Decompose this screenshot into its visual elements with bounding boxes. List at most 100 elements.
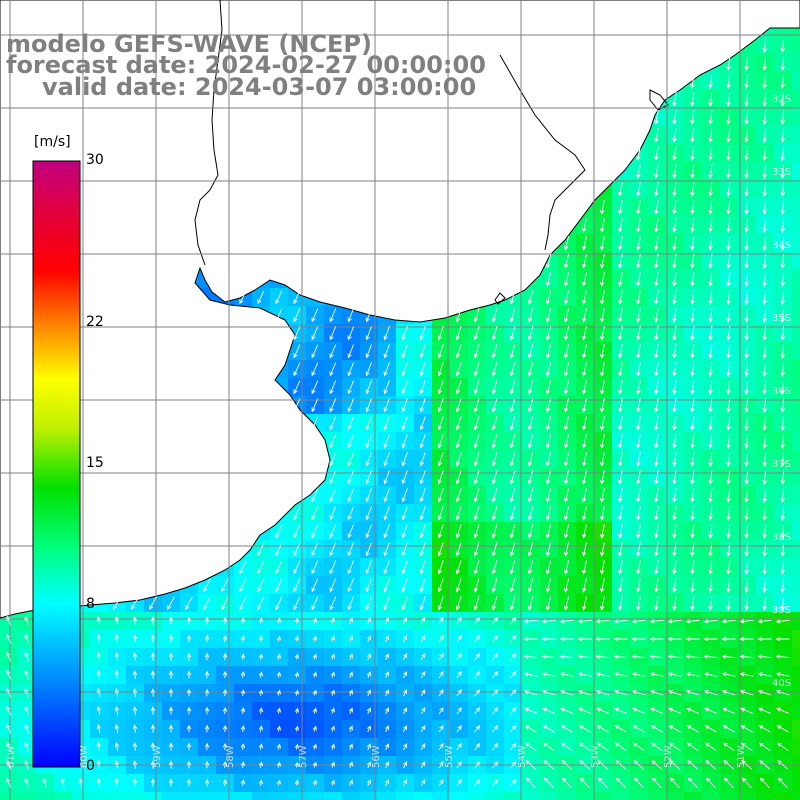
wind-arrow [563, 578, 570, 593]
wind-arrow [726, 55, 731, 72]
wind-arrow [294, 635, 299, 642]
wind-arrow [403, 689, 408, 697]
wind-arrow [780, 541, 785, 557]
wind-arrow [654, 470, 659, 485]
wind-arrow [708, 560, 713, 575]
wind-arrow [347, 362, 355, 377]
wind-arrow [221, 596, 229, 611]
wind-arrow [690, 344, 695, 359]
latitude-label: 36S [772, 386, 792, 397]
wind-arrow [420, 671, 426, 679]
wind-arrow [294, 617, 299, 624]
wind-arrow [762, 235, 767, 252]
wind-arrow [509, 578, 516, 593]
wind-arrow [403, 635, 408, 643]
wind-arrow [455, 416, 462, 431]
wind-arrow [240, 761, 246, 768]
wind-arrow [438, 653, 444, 661]
wind-arrow [527, 290, 534, 305]
wind-arrow [383, 542, 390, 557]
wind-arrow [403, 653, 408, 661]
wind-arrow [491, 362, 498, 377]
wind-arrow [762, 73, 767, 90]
wind-arrow [222, 706, 228, 715]
wind-arrow [348, 743, 353, 750]
wind-arrow [186, 688, 192, 697]
wind-arrow [600, 254, 605, 269]
wind-arrow [257, 542, 265, 557]
wind-arrow [474, 724, 480, 733]
speed-cell [702, 792, 720, 800]
wind-arrow [672, 128, 677, 143]
wind-arrow [669, 760, 681, 770]
wind-arrow [492, 761, 499, 769]
wind-arrow [690, 488, 695, 503]
wind-arrow [600, 506, 605, 521]
wind-arrow [24, 759, 30, 770]
speed-cell [540, 792, 558, 800]
wind-arrow [726, 199, 731, 216]
wind-arrow [347, 380, 355, 395]
speed-cell [630, 792, 648, 800]
speed-cell [792, 306, 800, 324]
wind-arrow [293, 362, 301, 377]
wind-arrow [618, 326, 623, 341]
wind-arrow [744, 307, 749, 324]
wind-arrow [186, 778, 192, 787]
wind-arrow [776, 707, 790, 715]
wind-arrow [667, 672, 682, 677]
speed-cell [90, 792, 108, 800]
wind-arrow [726, 343, 731, 360]
latitude-label: 34S [772, 240, 792, 251]
speed-cell [792, 486, 800, 504]
speed-cell [18, 792, 36, 800]
wind-arrow [618, 578, 623, 593]
wind-arrow [545, 560, 552, 575]
wind-arrow [258, 671, 264, 678]
wind-arrow [690, 398, 695, 413]
wind-arrow [762, 415, 767, 432]
wind-arrow [762, 469, 767, 486]
wind-arrow [780, 523, 785, 539]
speed-cell [792, 468, 800, 486]
wind-arrow [114, 670, 120, 680]
wind-arrow [491, 416, 498, 431]
wind-arrow [672, 470, 677, 485]
wind-arrow [491, 596, 498, 611]
wind-arrow [757, 689, 772, 696]
wind-arrow [636, 596, 641, 611]
wind-arrow [744, 577, 749, 594]
wind-arrow [491, 398, 498, 413]
wind-arrow [42, 777, 47, 788]
wind-arrow [509, 743, 517, 751]
wind-arrow [365, 398, 372, 413]
wind-arrow [543, 760, 555, 770]
wind-arrow [686, 725, 699, 733]
wind-arrow [240, 671, 246, 678]
wind-arrow [744, 379, 749, 396]
wind-arrow [150, 760, 156, 769]
wind-arrow [420, 779, 426, 787]
wind-arrow [366, 635, 371, 642]
wind-arrow [419, 488, 426, 503]
wind-arrow [563, 470, 570, 485]
wind-arrow [204, 742, 210, 751]
wind-arrow [703, 654, 718, 659]
speed-cell [792, 666, 800, 684]
wind-arrow [780, 181, 785, 197]
wind-arrow [455, 542, 462, 557]
wind-arrow [563, 398, 570, 413]
wind-arrow [347, 560, 355, 575]
wind-arrow [672, 146, 677, 161]
wind-arrow [631, 654, 646, 659]
wind-arrow [258, 743, 264, 750]
wind-arrow [527, 452, 534, 467]
wind-arrow [132, 724, 138, 733]
speed-cell [756, 792, 774, 800]
latitude-label: 37S [772, 459, 792, 470]
wind-arrow [168, 742, 174, 751]
wind-arrow [132, 778, 138, 787]
wind-arrow [744, 541, 749, 558]
wind-arrow [438, 617, 444, 625]
wind-arrow [419, 380, 426, 395]
